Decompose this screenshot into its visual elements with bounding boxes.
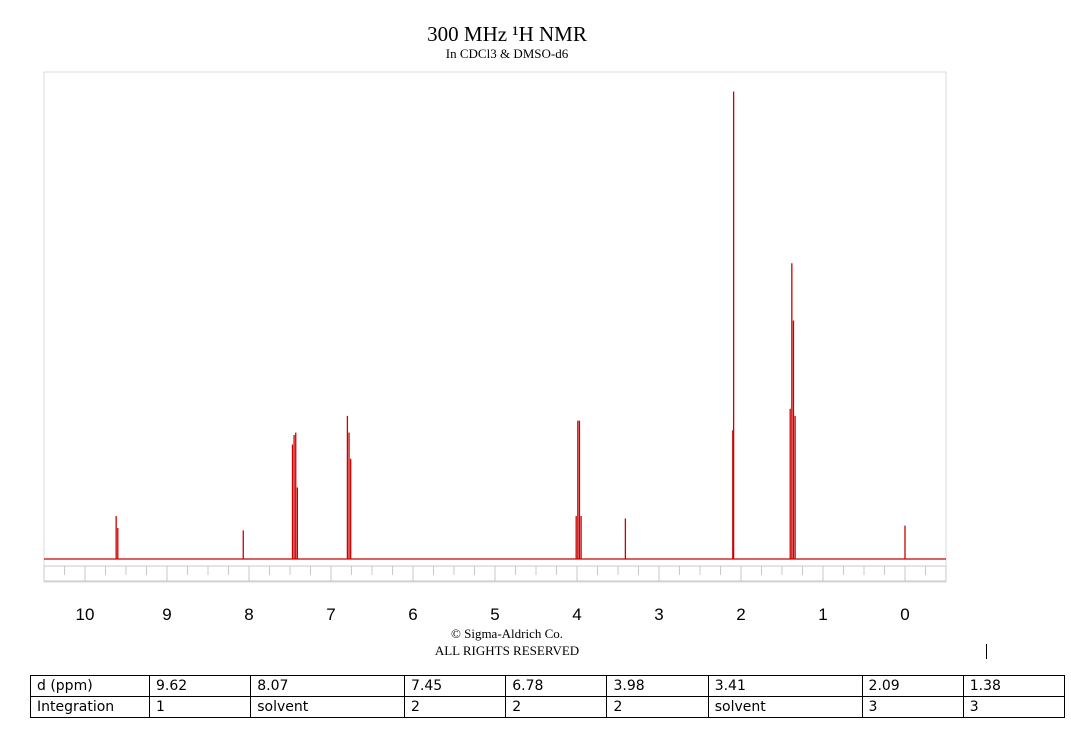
x-tick-label: 0 [900,605,909,624]
x-tick-labels: 10 9 8 7 6 5 4 3 2 1 0 [76,605,910,624]
x-tick-label: 9 [162,605,171,624]
table-cell: 2 [404,696,507,718]
chart-title: 300 MHz ¹H NMR [427,22,587,46]
table-cell: 2 [505,696,608,718]
table-cell: solvent [707,696,863,718]
row-header: d (ppm) [30,675,150,697]
table-row: Integration 1 solvent 2 2 2 solvent 3 3 [30,696,1066,718]
table-cell: 1.38 [962,675,1066,697]
table-cell: 3 [962,696,1066,718]
plot-frame [43,71,947,583]
text-cursor [986,644,987,659]
table-cell: 7.45 [404,675,507,697]
x-tick-label: 8 [244,605,253,624]
table-cell: 6.78 [505,675,608,697]
table-cell: 9.62 [148,675,252,697]
table-cell: 3.98 [606,675,709,697]
row-header: Integration [30,696,150,718]
x-tick-label: 3 [654,605,663,624]
table-cell: 2 [606,696,709,718]
table-cell: solvent [250,696,406,718]
x-tick-label: 6 [408,605,417,624]
nmr-spectrum-chart: 10 9 8 7 6 5 4 3 2 1 0 [43,71,947,624]
x-tick-label: 2 [736,605,745,624]
peak-table: d (ppm) 9.62 8.07 7.45 6.78 3.98 3.41 2.09 1.38 I… [30,675,1066,718]
x-tick-label: 5 [490,605,499,624]
x-tick-label: 7 [326,605,335,624]
table-cell: 2.09 [861,675,964,697]
spectrum-peaks [115,91,906,559]
chart-subtitle: In CDCl3 & DMSO-d6 [445,46,569,61]
copyright-line: © Sigma-Aldrich Co. [450,626,564,641]
table-cell: 3.41 [707,675,863,697]
table-row: d (ppm) 9.62 8.07 7.45 6.78 3.98 3.41 2.09 1.38 [30,675,1066,697]
x-tick-label: 1 [818,605,827,624]
x-tick-label: 10 [76,605,95,624]
ruler-ticks [43,566,947,581]
table-cell: 3 [861,696,964,718]
x-tick-label: 4 [572,605,581,624]
table-cell: 8.07 [250,675,406,697]
rights-line: ALL RIGHTS RESERVED [434,643,580,658]
table-cell: 1 [148,696,252,718]
